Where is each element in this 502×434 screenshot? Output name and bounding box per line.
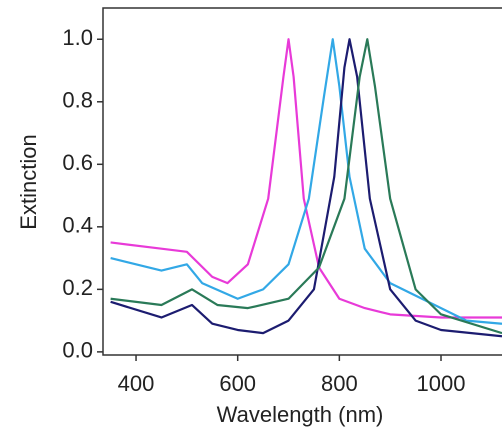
- spectrum-line: [110, 38, 502, 319]
- y-tick-label: 0.8: [62, 88, 93, 113]
- x-tick-label: 800: [321, 371, 358, 396]
- x-tick-label: 1000: [417, 371, 466, 396]
- spectrum-line: [110, 38, 502, 325]
- x-tick-label: 400: [118, 371, 155, 396]
- y-tick-label: 0.2: [62, 275, 93, 300]
- y-tick-label: 0.4: [62, 213, 93, 238]
- x-tick-label: 600: [219, 371, 256, 396]
- plot-frame: [102, 7, 502, 356]
- spectrum-line: [110, 38, 502, 338]
- spectrum-line: [110, 38, 502, 335]
- y-tick-label: 0.0: [62, 338, 93, 363]
- y-axis-label: Extinction: [16, 134, 41, 229]
- y-tick-label: 1.0: [62, 25, 93, 50]
- y-tick-label: 0.6: [62, 150, 93, 175]
- x-axis-label: Wavelength (nm): [217, 402, 384, 427]
